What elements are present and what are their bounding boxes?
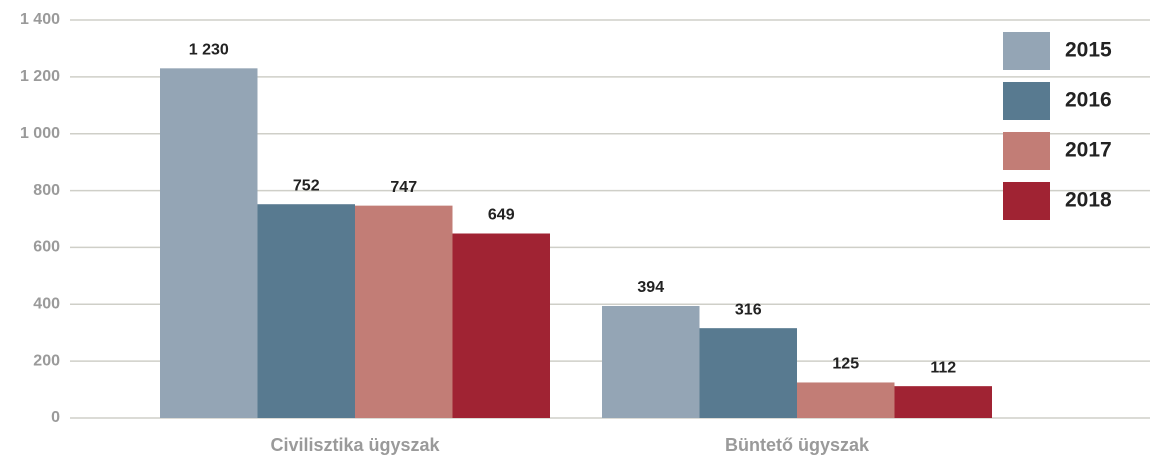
- y-tick-label: 1 200: [20, 68, 60, 85]
- bar: [160, 68, 258, 418]
- bar: [355, 205, 453, 418]
- value-label: 316: [735, 301, 762, 318]
- bar: [699, 328, 797, 418]
- bar: [797, 382, 895, 418]
- legend-swatch: [1003, 82, 1050, 120]
- bar: [452, 233, 550, 418]
- legend-swatch: [1003, 32, 1050, 70]
- value-label: 125: [832, 356, 859, 373]
- y-tick-label: 800: [33, 182, 60, 199]
- value-label: 112: [930, 359, 956, 376]
- value-label: 747: [390, 179, 417, 196]
- legend-label: 2015: [1065, 39, 1112, 62]
- y-tick-label: 200: [33, 352, 60, 369]
- legend-swatch: [1003, 182, 1050, 220]
- legend-label: 2016: [1065, 89, 1112, 112]
- x-tick-label: Büntető ügyszak: [725, 435, 870, 455]
- value-label: 752: [293, 177, 320, 194]
- legend-label: 2018: [1065, 189, 1112, 212]
- value-label: 394: [637, 279, 664, 296]
- legend-swatch: [1003, 132, 1050, 170]
- y-tick-label: 0: [51, 409, 60, 426]
- value-label: 1 230: [189, 42, 229, 59]
- bar: [894, 386, 992, 418]
- bar: [257, 204, 355, 418]
- y-tick-label: 1 400: [20, 11, 60, 28]
- y-tick-label: 400: [33, 296, 60, 313]
- y-tick-label: 600: [33, 239, 60, 256]
- bar: [602, 305, 700, 418]
- legend-label: 2017: [1065, 139, 1112, 162]
- value-label: 649: [488, 207, 515, 224]
- y-tick-label: 1 000: [20, 125, 60, 142]
- x-tick-label: Civilisztika ügyszak: [270, 435, 440, 455]
